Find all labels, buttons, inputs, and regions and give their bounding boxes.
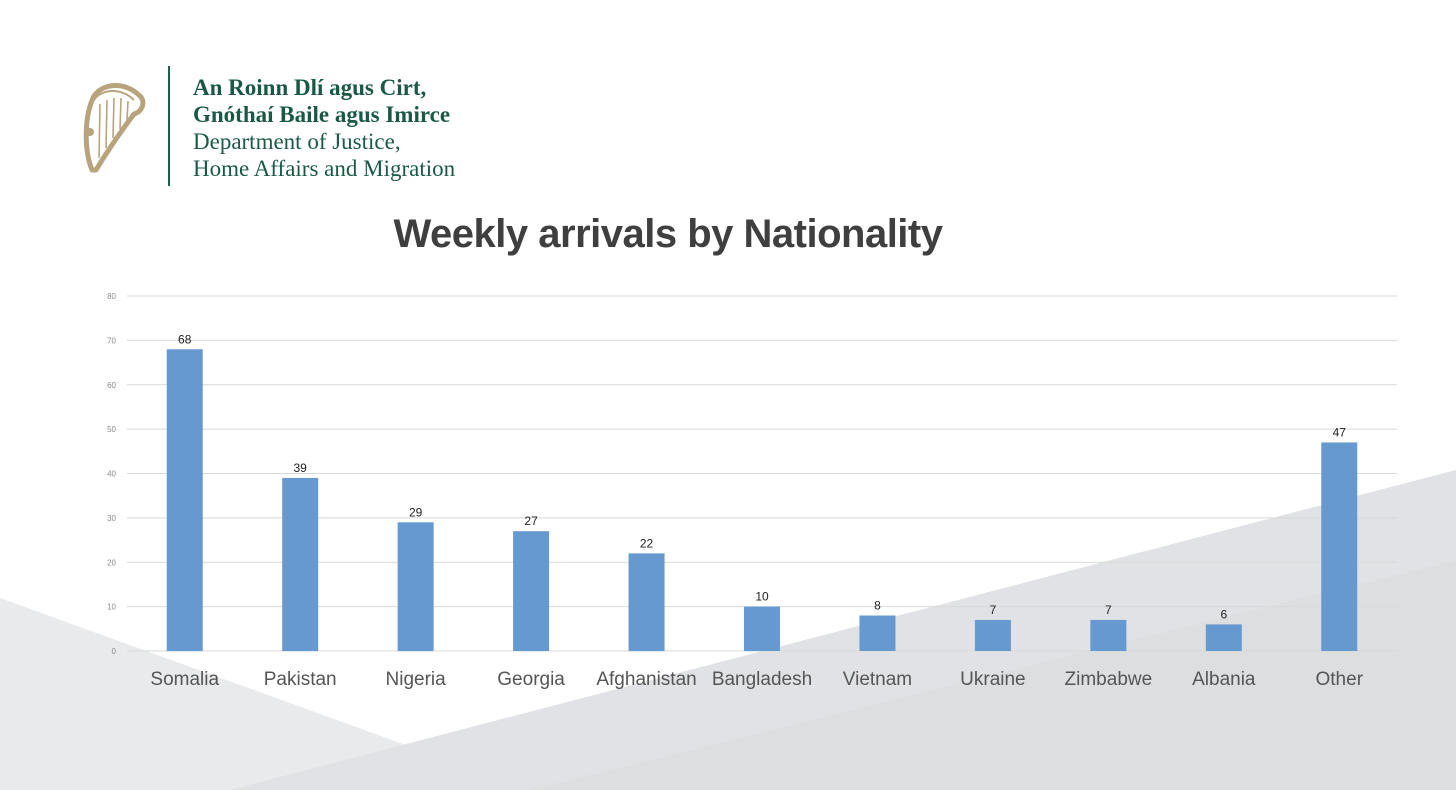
data-label-somalia: 68 [178,332,192,346]
department-name-irish-line-2: Gnóthaí Baile agus Imirce [193,102,451,127]
bar-vietnam [859,615,896,651]
harp-icon [83,83,146,173]
department-name-english-line-2: Home Affairs and Migration [193,156,456,181]
category-label-vietnam: Vietnam [843,669,912,690]
y-tick-label-80: 80 [107,292,116,301]
bar-ukraine [974,619,1011,651]
data-label-zimbabwe: 7 [1105,603,1112,617]
data-labels: 68 39 29 27 22 10 8 7 7 6 47 [178,332,1346,621]
department-name-irish-line-1: An Roinn Dlí agus Cirt, [193,75,427,100]
y-tick-label-0: 0 [112,647,117,656]
y-tick-label-30: 30 [107,514,116,523]
bar-bangladesh [744,606,780,651]
bar-somalia [166,349,203,651]
data-label-afghanistan: 22 [640,536,654,550]
bar-pakistan [282,477,319,651]
data-label-pakistan: 39 [294,461,308,475]
bar-afghanistan [628,553,665,651]
category-label-zimbabwe: Zimbabwe [1065,669,1153,690]
data-label-albania: 6 [1220,607,1227,621]
category-label-somalia: Somalia [150,669,219,690]
bars [166,349,1358,651]
data-label-vietnam: 8 [874,599,881,613]
data-label-bangladesh: 10 [755,590,769,604]
data-label-nigeria: 29 [409,505,423,519]
category-label-albania: Albania [1192,669,1256,690]
category-label-pakistan: Pakistan [264,669,337,690]
data-label-georgia: 27 [524,514,538,528]
data-label-ukraine: 7 [990,603,997,617]
y-tick-label-20: 20 [107,558,116,567]
bar-other [1321,442,1358,651]
category-label-nigeria: Nigeria [386,669,447,690]
bar-zimbabwe [1090,619,1127,651]
y-tick-label-60: 60 [107,381,116,390]
y-tick-label-70: 70 [107,336,116,345]
bar-georgia [513,531,550,651]
y-tick-label-10: 10 [107,603,116,612]
y-tick-label-50: 50 [107,425,116,434]
y-axis-tick-labels: 0 10 20 30 40 50 60 70 80 [107,292,116,656]
bar-nigeria [397,522,434,651]
category-labels: Somalia Pakistan Nigeria Georgia Afghanistan… [150,669,1363,690]
header-divider [168,66,170,186]
category-label-bangladesh: Bangladesh [712,669,812,690]
bar-albania [1205,624,1242,651]
y-tick-label-40: 40 [107,470,116,479]
department-names: An Roinn Dlí agus Cirt, Gnóthaí Baile ag… [193,74,455,182]
category-label-other: Other [1316,669,1364,690]
category-label-afghanistan: Afghanistan [596,669,696,690]
category-label-ukraine: Ukraine [960,669,1025,690]
chart-title: Weekly arrivals by Nationality [393,212,943,256]
category-label-georgia: Georgia [497,669,565,690]
department-name-english-line-1: Department of Justice, [193,129,401,154]
data-label-other: 47 [1333,425,1347,439]
